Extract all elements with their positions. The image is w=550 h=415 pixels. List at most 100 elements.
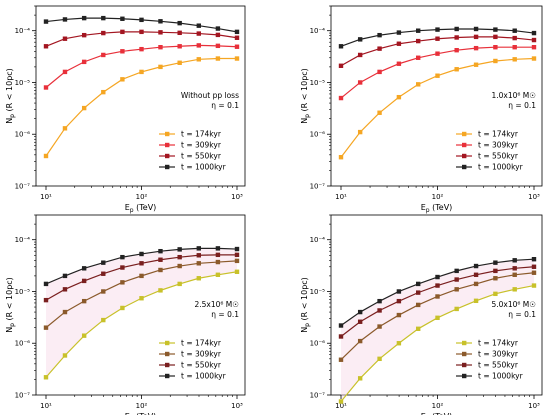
data-point: [81, 32, 87, 38]
legend-label: t = 1000kyr: [181, 372, 227, 381]
data-point: [101, 260, 106, 265]
data-point: [416, 302, 421, 308]
data-point: [435, 294, 440, 299]
annotation-line: η = 0.1: [508, 310, 536, 319]
y-tick-label: 10⁻⁵: [15, 288, 31, 296]
y-tick-label: 10⁻⁶: [15, 131, 31, 139]
data-point: [81, 298, 87, 304]
data-point: [493, 34, 498, 40]
data-point: [177, 254, 182, 260]
legend-label: t = 174kyr: [181, 339, 222, 348]
data-point: [493, 58, 498, 64]
data-point: [396, 312, 402, 318]
data-point: [473, 263, 479, 269]
data-point: [473, 281, 479, 287]
chart-panel-3: 10¹ 10² 10³ 10⁻⁷ 10⁻⁶ 10⁻⁵ 10⁻⁴ Ep (TeV) Np (R <…: [5, 214, 246, 415]
data-point: [101, 89, 106, 95]
data-point: [338, 63, 344, 68]
annotation-line: η = 0.1: [211, 310, 239, 319]
data-point: [531, 257, 537, 262]
data-point: [338, 399, 344, 404]
data-point: [338, 44, 344, 49]
data-point: [62, 353, 68, 358]
y-tick-label: 10⁻⁴: [310, 236, 326, 244]
data-point: [139, 296, 144, 301]
legend-label: t = 1000kyr: [181, 163, 227, 172]
y-tick-label: 10⁻⁵: [310, 288, 326, 296]
data-point: [139, 273, 144, 279]
y-tick-label: 10⁻⁶: [15, 340, 31, 348]
plot-frame: [35, 214, 246, 396]
x-tick-label: 10¹: [335, 402, 347, 410]
data-point: [338, 323, 344, 328]
data-point: [120, 77, 125, 82]
legend-label: t = 309kyr: [478, 350, 519, 359]
data-point: [196, 253, 201, 258]
legend-marker: [165, 142, 170, 148]
data-point: [396, 341, 402, 346]
data-point: [43, 85, 49, 90]
data-point: [377, 46, 382, 51]
legend-marker: [165, 131, 170, 137]
chart-panel-4: 10¹ 10² 10³ 10⁻⁷ 10⁻⁶ 10⁻⁵ 10⁻⁴ Ep (TeV) Np (R <…: [300, 214, 543, 415]
annotation-line: η = 0.1: [211, 101, 239, 110]
data-point: [493, 291, 498, 297]
data-point: [473, 26, 479, 32]
data-point: [416, 28, 421, 33]
data-point: [196, 43, 201, 48]
x-tick-label: 10²: [136, 402, 148, 410]
legend-marker: [462, 142, 467, 148]
y-axis-label: Np (R < 10pc): [300, 277, 311, 333]
legend-marker: [165, 340, 170, 346]
legend-marker: [462, 362, 467, 368]
chart-panel-2: 10¹ 10² 10³ 10⁻⁷ 10⁻⁶ 10⁻⁵ 10⁻⁴ Ep (TeV) Np (R <…: [300, 5, 543, 214]
data-point: [357, 338, 363, 344]
data-point: [120, 265, 125, 270]
data-point: [81, 266, 87, 271]
x-tick-label: 10³: [528, 193, 540, 201]
legend-label: t = 174kyr: [478, 339, 519, 348]
data-point: [234, 258, 240, 264]
data-point: [357, 309, 363, 315]
data-point: [531, 45, 537, 50]
data-point: [435, 315, 440, 320]
data-point: [493, 276, 498, 281]
legend-label: t = 309kyr: [181, 141, 222, 150]
x-axis-label: Ep (TeV): [421, 203, 453, 214]
data-point: [101, 317, 106, 323]
data-point: [338, 357, 344, 362]
data-point: [493, 27, 498, 32]
data-point: [531, 56, 537, 61]
data-point: [177, 30, 182, 36]
data-point: [454, 268, 459, 274]
uncertainty-band: [341, 259, 534, 402]
data-point: [396, 298, 402, 304]
x-tick-label: 10¹: [40, 402, 52, 410]
data-point: [139, 69, 144, 75]
plot-frame: [330, 214, 543, 396]
data-point: [454, 67, 459, 72]
data-point: [234, 269, 240, 274]
data-point: [234, 246, 240, 252]
legend-marker: [462, 373, 467, 379]
data-point: [158, 45, 163, 50]
annotation-line: Without pp loss: [181, 91, 239, 100]
annotation-line: 5.0x10⁶ M☉: [492, 300, 537, 309]
y-tick-label: 10⁻⁷: [15, 183, 31, 191]
data-point: [435, 51, 440, 56]
data-point: [139, 17, 144, 23]
data-point: [81, 278, 87, 284]
legend-label: t = 174kyr: [181, 130, 222, 139]
plot-frame: [330, 5, 543, 187]
data-point: [196, 246, 201, 251]
y-axis-label: Np (R < 10pc): [5, 68, 16, 124]
legend-label: t = 309kyr: [181, 350, 222, 359]
data-point: [196, 261, 201, 266]
data-point: [473, 62, 479, 67]
data-point: [531, 30, 537, 36]
data-point: [215, 272, 221, 277]
x-axis-label: Ep (TeV): [125, 203, 157, 214]
legend-label: t = 550kyr: [181, 152, 222, 161]
data-point: [377, 308, 382, 313]
